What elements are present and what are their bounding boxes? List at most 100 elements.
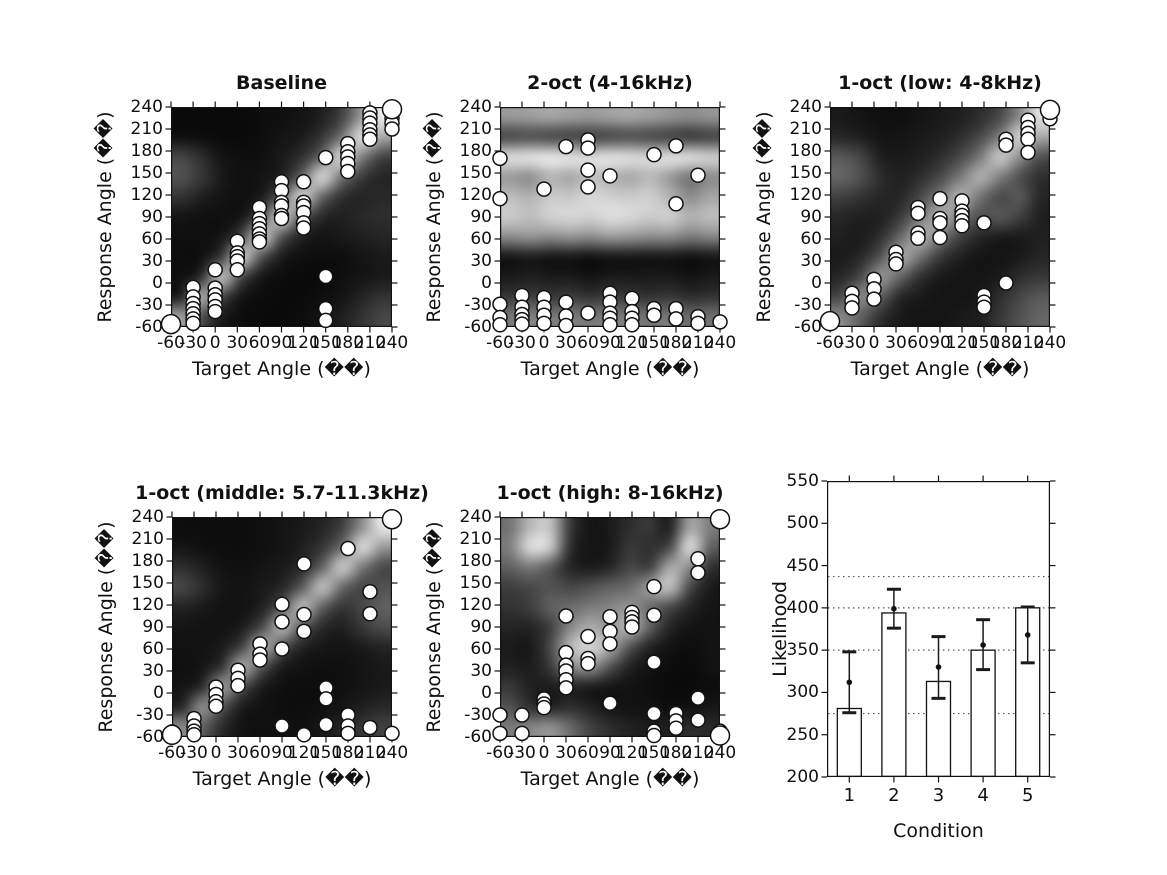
x-tick-label: 3 [932, 785, 945, 806]
scatter-point [624, 317, 640, 333]
axes-scatter-overlay [492, 101, 728, 334]
scatter-point [910, 230, 926, 247]
y-tick-label: 210 [789, 119, 822, 139]
scatter-point-large [709, 725, 731, 746]
x-tick-label: 120 [945, 333, 979, 353]
y-tick-label: 150 [459, 573, 492, 593]
x-axis-label: Target Angle (��) [192, 358, 371, 380]
y-axis-label: Response Angle (��) [95, 521, 117, 733]
axes-scatter-overlay [161, 508, 403, 746]
y-tick-label: -60 [464, 317, 492, 337]
scatter-point [492, 296, 508, 313]
y-tick-label: -60 [136, 727, 164, 747]
scatter-point [230, 677, 246, 694]
mean-dot [891, 605, 897, 612]
scatter-point [384, 121, 400, 137]
x-tick-label: 180 [989, 333, 1023, 353]
scatter-point [932, 190, 948, 207]
scatter-point [362, 131, 378, 148]
scatter-point [295, 174, 312, 190]
x-tick-label: 240 [375, 333, 409, 353]
axes-scatter-overlay [819, 99, 1061, 333]
x-tick-label: 180 [331, 333, 365, 353]
y-tick-label: 550 [786, 471, 819, 491]
scatter-point [340, 725, 356, 742]
x-tick-label: 0 [209, 333, 221, 353]
y-tick-label: 0 [153, 683, 164, 703]
y-tick-label: 200 [786, 767, 819, 787]
x-tick-label: 30 [555, 333, 577, 353]
scatter-point [932, 229, 948, 246]
bar-chart-plot [821, 475, 1056, 783]
x-tick-label: 210 [353, 333, 387, 353]
x-tick-label: 30 [555, 743, 577, 763]
scatter-point [646, 607, 662, 624]
y-tick-label: -30 [136, 705, 164, 725]
x-tick-label: 210 [681, 743, 715, 763]
scatter-point [690, 690, 706, 706]
y-tick-label: -30 [794, 295, 822, 315]
scatter-point [668, 138, 684, 154]
scatter-point [514, 725, 530, 742]
scatter-point [668, 720, 684, 736]
y-tick-label: 500 [786, 513, 819, 534]
scatter-point [646, 727, 662, 744]
x-tick-label: 2 [888, 785, 900, 806]
scatter-point [558, 317, 574, 334]
y-tick-label: 60 [800, 229, 822, 249]
x-tick-label: -30 [180, 743, 208, 763]
panel-title: 1-oct (middle: 5.7-11.3kHz) [135, 482, 429, 504]
scatter-point [558, 138, 574, 155]
y-tick-label: 60 [470, 639, 492, 659]
y-tick-label: 120 [131, 595, 164, 615]
bar [836, 707, 862, 778]
y-tick-label: 210 [130, 119, 163, 139]
scatter-point-large [819, 310, 841, 332]
panel-baseline: Baseline Response Angle (��) Target Angl… [94, 72, 408, 380]
scatter-point [362, 719, 378, 736]
scatter-point [668, 196, 684, 212]
scatter-point [690, 315, 706, 332]
x-tick-label: 90 [270, 333, 293, 353]
y-tick-label: 350 [786, 640, 819, 661]
y-tick-label: 120 [459, 185, 492, 205]
scatter-point [207, 262, 223, 278]
scatter-point [274, 596, 290, 613]
y-tick-label: 60 [470, 229, 492, 249]
scatter-points [819, 99, 1061, 332]
axis-ticks [821, 475, 1056, 783]
y-tick-label: 210 [131, 529, 164, 549]
y-tick-label: 0 [481, 683, 492, 703]
axis-ticks [166, 511, 398, 743]
scatter-points [492, 132, 728, 334]
y-tick-label: 0 [811, 273, 822, 293]
scatter-point [492, 317, 508, 333]
scatter-point [1020, 131, 1036, 148]
x-tick-label: 30 [885, 333, 907, 353]
x-tick-label: 120 [287, 333, 320, 353]
x-tick-label: 210 [681, 333, 715, 353]
scatter-point [492, 725, 508, 742]
scatter-point [580, 140, 596, 156]
scatter-point [558, 680, 574, 696]
x-tick-label: 60 [577, 333, 599, 353]
x-tick-label: 120 [287, 743, 321, 763]
scatter-point [580, 305, 596, 321]
scatter-point [514, 316, 530, 332]
scatter-point [580, 655, 596, 672]
y-tick-label: 450 [786, 555, 819, 576]
scatter-point [317, 268, 334, 285]
x-tick-label: 60 [577, 743, 599, 763]
y-tick-label: -30 [464, 295, 492, 315]
scatter-point [296, 623, 312, 640]
y-tick-label: 210 [459, 529, 492, 549]
y-axis-label: Response Angle (��) [94, 111, 116, 323]
y-tick-label: 300 [786, 682, 819, 703]
scatter-point [602, 636, 618, 652]
x-tick-label: 150 [967, 333, 1001, 353]
y-tick-label: 240 [459, 97, 492, 117]
axes-box [827, 481, 1051, 777]
x-tick-label: 150 [309, 333, 342, 353]
y-tick-label: 240 [131, 507, 164, 527]
scatter-point [492, 707, 508, 723]
